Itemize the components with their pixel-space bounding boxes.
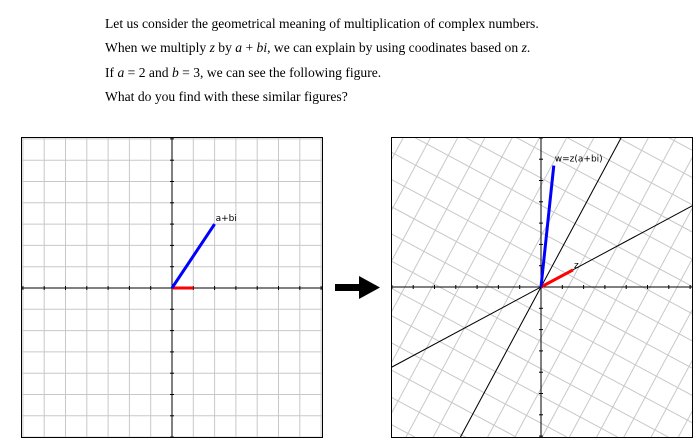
grid-line: [392, 424, 416, 437]
left-vector-abi: [170, 223, 216, 289]
arrow-right-icon: [335, 276, 380, 299]
intro-line-3: If a = 2 and b = 3, we can see the follo…: [105, 64, 382, 80]
grid-line: [392, 299, 692, 437]
left-label-abi: a+bi: [216, 214, 237, 224]
grid-line: [392, 138, 692, 359]
grid-line: [392, 138, 692, 275]
intro-text: Let us consider the geometrical meaning …: [105, 12, 665, 109]
left-figure-canvas: a+bi: [22, 138, 322, 437]
grid-line: [650, 359, 692, 437]
right-vector-z: [540, 268, 574, 289]
intro-line-2: When we multiply z by a + bi, we can exp…: [105, 40, 531, 56]
grid-line: [392, 278, 692, 437]
right-label-w: w=z(a+bi): [555, 155, 603, 165]
grid-line: [541, 156, 692, 437]
left-figure-panel: a+bi: [21, 137, 323, 438]
grid-line: [568, 207, 692, 437]
right-figure-canvas: z w=z(a+bi): [392, 138, 692, 437]
grid-line: [392, 215, 692, 437]
right-figure-panel: z w=z(a+bi): [391, 137, 693, 438]
right-vector-w: [539, 165, 556, 288]
intro-line-4: What do you find with these similar figu…: [105, 88, 348, 104]
right-label-z: z: [574, 261, 579, 271]
grid-line: [487, 138, 649, 437]
grid-line: [623, 309, 692, 437]
grid-line: [596, 258, 692, 437]
intro-line-1: Let us consider the geometrical meaning …: [105, 16, 539, 31]
grid-line: [514, 138, 677, 437]
